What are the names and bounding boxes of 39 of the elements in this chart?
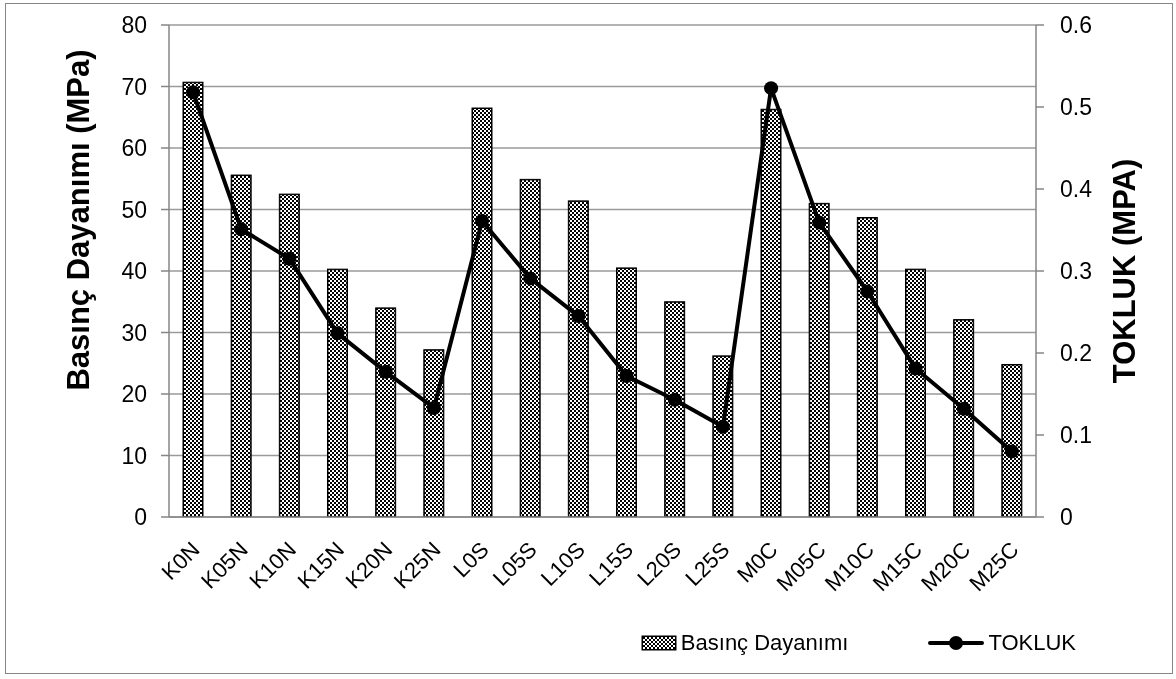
y-tick-label: 70	[121, 73, 147, 100]
point	[715, 419, 730, 434]
point	[330, 326, 345, 341]
y-tick-label: 60	[121, 135, 147, 162]
point	[571, 309, 586, 324]
y-tick-label: 30	[121, 319, 147, 346]
y-tick-label: 80	[121, 12, 147, 39]
y2-tick-label: 0	[1060, 504, 1073, 531]
point	[234, 222, 249, 237]
legend-label: Basınç Dayanımı	[680, 630, 849, 656]
point	[426, 400, 441, 415]
y2-tick-label: 0.1	[1060, 422, 1092, 449]
y-tick-label: 50	[121, 196, 147, 223]
y2-tick-label: 0.5	[1060, 94, 1092, 121]
y-tick-label: 10	[121, 442, 147, 469]
point	[956, 401, 971, 416]
y2-tick-label: 0.2	[1060, 340, 1092, 367]
point	[186, 85, 201, 100]
y-tick-label: 40	[121, 258, 147, 285]
point	[860, 284, 875, 299]
legend-label: TOKLUK	[988, 630, 1076, 656]
y-tick-label: 20	[121, 381, 147, 408]
point	[812, 215, 827, 230]
point	[523, 271, 538, 286]
y2-tick-label: 0.4	[1060, 176, 1093, 203]
y-tick-label: 0	[134, 504, 147, 531]
x-tick-label: L0S	[448, 536, 494, 583]
y2-tick-label: 0.3	[1060, 258, 1092, 285]
point	[282, 251, 297, 266]
y2-tick-label: 0.6	[1060, 12, 1092, 39]
point	[764, 81, 779, 96]
point	[378, 364, 393, 379]
y2-axis-title: TOKLUK (MPA)	[1106, 158, 1142, 384]
point	[619, 368, 634, 383]
y-axis-title: Basınç Dayanımı (MPa)	[60, 49, 96, 391]
point	[908, 361, 923, 376]
point	[475, 213, 490, 228]
point	[1004, 444, 1019, 459]
point	[667, 392, 682, 407]
